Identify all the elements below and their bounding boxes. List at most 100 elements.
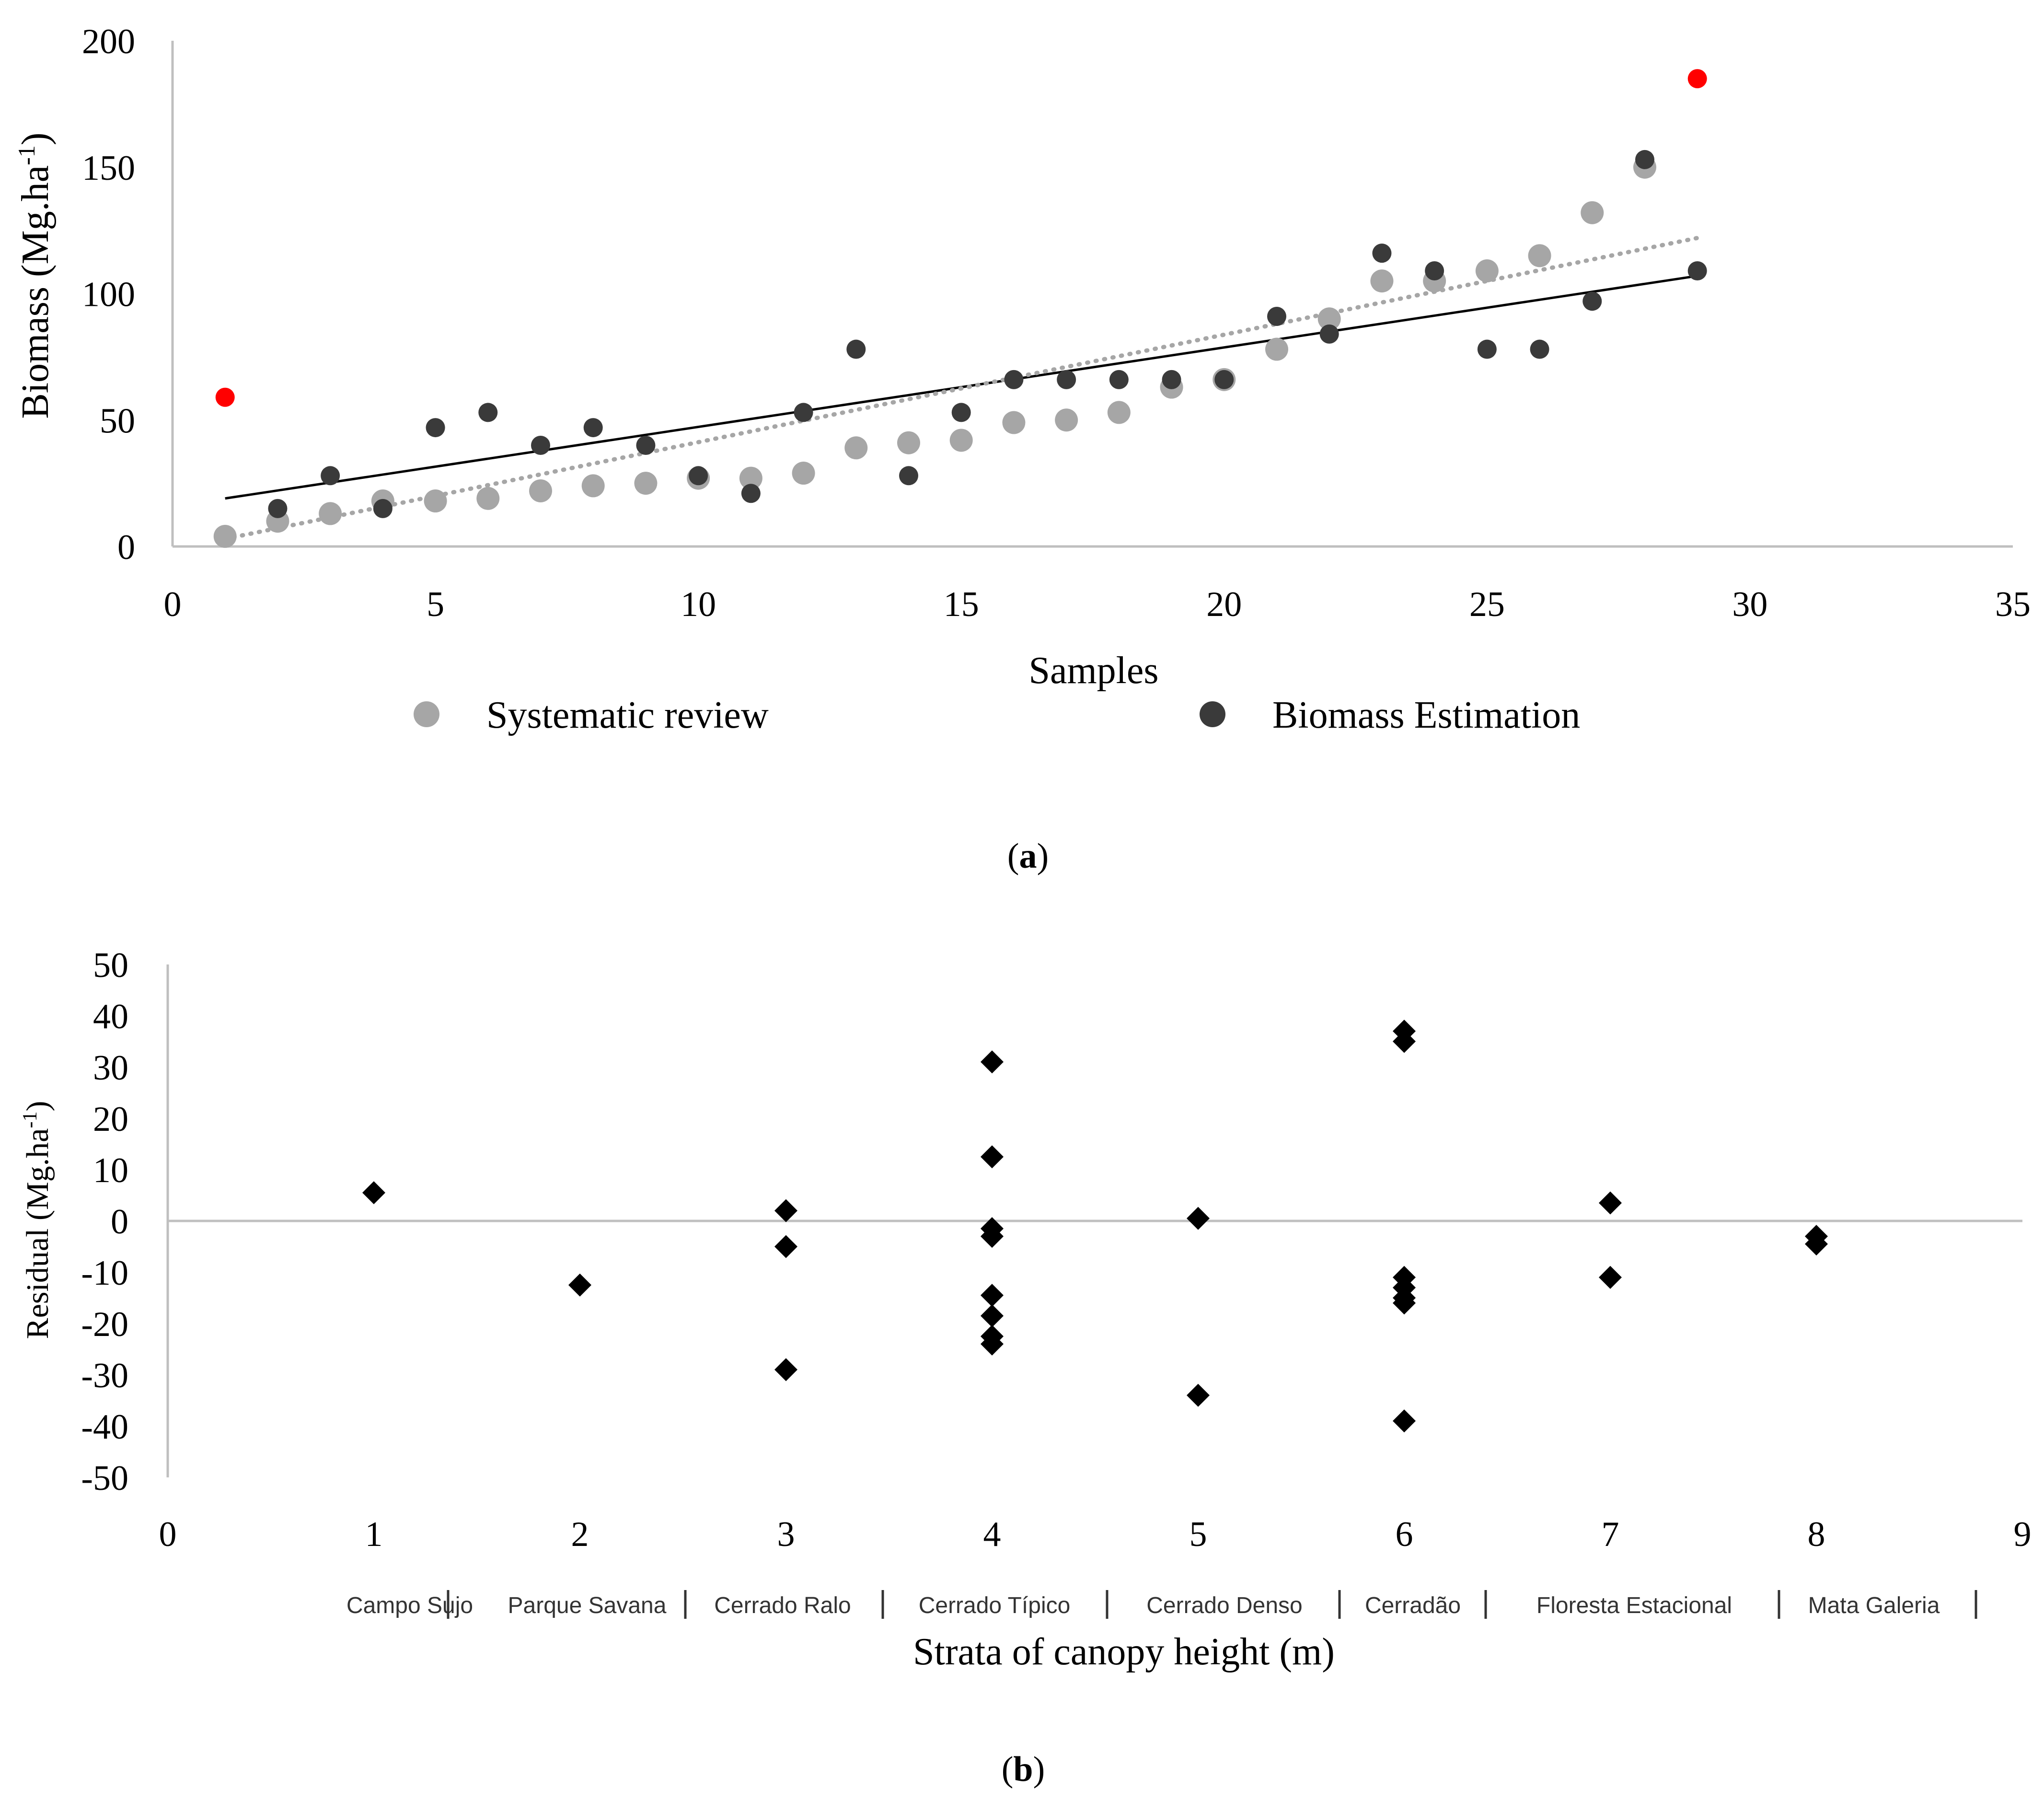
residual-point <box>1393 1030 1416 1053</box>
panel-b-tick-labels: 0 1 2 3 4 5 6 7 8 9 50 40 30 20 10 0 -10 -20 -30 -40 -50 <box>81 946 2031 1554</box>
point-biomass-estimation <box>1372 244 1392 263</box>
panel-a-y-axis-label-sup: -1 <box>13 145 40 165</box>
panel-a-x-tick-label: 35 <box>1995 585 2031 624</box>
point-biomass-estimation <box>1109 370 1129 389</box>
strata-label: Cerrado Típico <box>919 1593 1071 1618</box>
point-biomass-estimation <box>846 339 866 359</box>
point-biomass-estimation <box>741 484 761 503</box>
point-highlighted <box>215 387 235 407</box>
panel-b-y-tick-label: -50 <box>81 1459 128 1498</box>
panel-b-caption: (b) <box>1002 1750 1045 1789</box>
point-systematic-review <box>213 524 237 548</box>
point-systematic-review <box>1317 307 1341 331</box>
point-biomass-estimation <box>1214 370 1234 389</box>
panel-b-x-tick-label: 2 <box>571 1515 589 1554</box>
panel-a-x-tick-label: 15 <box>944 585 979 624</box>
panel-b-y-axis-label-close: ) <box>20 1101 55 1112</box>
panel-b-y-axis-label-sup: -1 <box>19 1112 41 1128</box>
residual-point <box>362 1181 385 1205</box>
point-systematic-review <box>844 436 868 460</box>
point-systematic-review <box>949 429 973 452</box>
residual-point <box>981 1284 1004 1307</box>
panel-a-y-tick-label: 0 <box>117 528 135 567</box>
panel-b-caption-letter: b <box>1013 1750 1033 1789</box>
panel-a-y-axis-label-close: ) <box>14 132 57 145</box>
point-systematic-review <box>476 487 500 510</box>
panel-b-y-tick-label: 30 <box>93 1048 128 1088</box>
point-systematic-review <box>792 462 815 485</box>
strata-label: Cerrado Ralo <box>714 1593 851 1618</box>
panel-b-x-tick-label: 7 <box>1602 1515 1619 1554</box>
strata-label: Mata Galeria <box>1808 1593 1940 1618</box>
strata-label: Cerradão <box>1365 1593 1461 1618</box>
panel-a-x-tick-label: 25 <box>1469 585 1505 624</box>
point-systematic-review <box>319 502 342 525</box>
residual-point <box>774 1235 797 1258</box>
residual-point <box>1805 1232 1828 1256</box>
panel-a-axes <box>171 41 2013 548</box>
panel-b-y-tick-label: 20 <box>93 1100 128 1139</box>
point-biomass-estimation <box>478 403 498 422</box>
panel-b-y-axis-label: Residual (Mg.ha-1) <box>19 1101 55 1339</box>
residual-point <box>1393 1291 1416 1315</box>
point-biomass-estimation <box>268 499 288 518</box>
residual-point <box>981 1304 1004 1327</box>
point-biomass-estimation <box>1004 370 1024 389</box>
panel-a-tick-labels: 0 5 10 15 20 25 30 35 0 50 100 150 200 <box>82 22 2031 624</box>
point-biomass-estimation <box>1635 150 1654 169</box>
point-systematic-review <box>1475 259 1499 283</box>
point-systematic-review <box>1370 269 1394 293</box>
panel-b-y-tick-label: -40 <box>81 1407 128 1447</box>
panel-a-y-axis-label: Biomass (Mg.ha-1) <box>13 132 57 418</box>
point-biomass-estimation <box>1319 324 1339 344</box>
panel-b-y-tick-label: 10 <box>93 1151 128 1190</box>
strata-label: Floresta Estacional <box>1536 1593 1732 1618</box>
point-biomass-estimation <box>583 418 603 438</box>
panel-a-caption: (a) <box>1007 836 1049 876</box>
point-systematic-review <box>1528 244 1551 267</box>
legend-label-biomass-estimation: Biomass Estimation <box>1272 694 1580 736</box>
strata-label: Cerrado Denso <box>1146 1593 1303 1618</box>
panel-a-x-axis-label: Samples <box>1028 650 1158 692</box>
panel-a-x-tick-label: 0 <box>164 585 182 624</box>
legend-marker-biomass-estimation <box>1200 701 1225 727</box>
panel-b-y-tick-label: -30 <box>81 1356 128 1395</box>
strata-label: Campo Sujo <box>346 1593 473 1618</box>
panel-b-y-axis-label-main: Residual (Mg.ha <box>20 1128 55 1339</box>
panel-b-x-tick-label: 5 <box>1189 1515 1207 1554</box>
residual-point <box>1393 1409 1416 1433</box>
point-biomass-estimation <box>1162 370 1181 389</box>
residual-point <box>981 1332 1004 1356</box>
residual-point <box>1187 1383 1210 1407</box>
point-systematic-review <box>529 479 552 502</box>
point-biomass-estimation <box>1057 370 1076 389</box>
point-systematic-review <box>581 474 605 498</box>
point-biomass-estimation <box>1687 261 1707 281</box>
point-systematic-review <box>739 466 762 490</box>
panel-b-x-tick-label: 1 <box>365 1515 383 1554</box>
residual-point <box>1599 1191 1622 1215</box>
panel-a-x-tick-label: 20 <box>1206 585 1242 624</box>
panel-b-y-tick-label: -20 <box>81 1305 128 1344</box>
point-biomass-estimation <box>1425 261 1444 281</box>
panel-a-y-tick-label: 200 <box>82 22 135 61</box>
panel-b-x-tick-label: 6 <box>1396 1515 1413 1554</box>
point-highlighted <box>1687 69 1707 89</box>
panel-a-x-tick-label: 30 <box>1732 585 1767 624</box>
residual-point <box>568 1273 591 1297</box>
panel-b-x-tick-label: 3 <box>777 1515 795 1554</box>
residual-point <box>981 1225 1004 1248</box>
point-systematic-review <box>1265 337 1288 361</box>
panel-a-y-tick-label: 100 <box>82 275 135 314</box>
residual-point <box>774 1199 797 1222</box>
residual-point <box>981 1050 1004 1074</box>
point-biomass-estimation <box>636 436 656 455</box>
panel-b-x-tick-label: 9 <box>2014 1515 2032 1554</box>
strata-labels: Campo Sujo Parque Savana Cerrado Ralo Cerra… <box>346 1590 1977 1619</box>
residual-point <box>1599 1266 1622 1289</box>
residual-point <box>774 1358 797 1382</box>
point-systematic-review <box>1002 411 1026 434</box>
strata-label: Parque Savana <box>508 1593 667 1618</box>
panel-b-y-tick-label: 0 <box>111 1202 128 1242</box>
